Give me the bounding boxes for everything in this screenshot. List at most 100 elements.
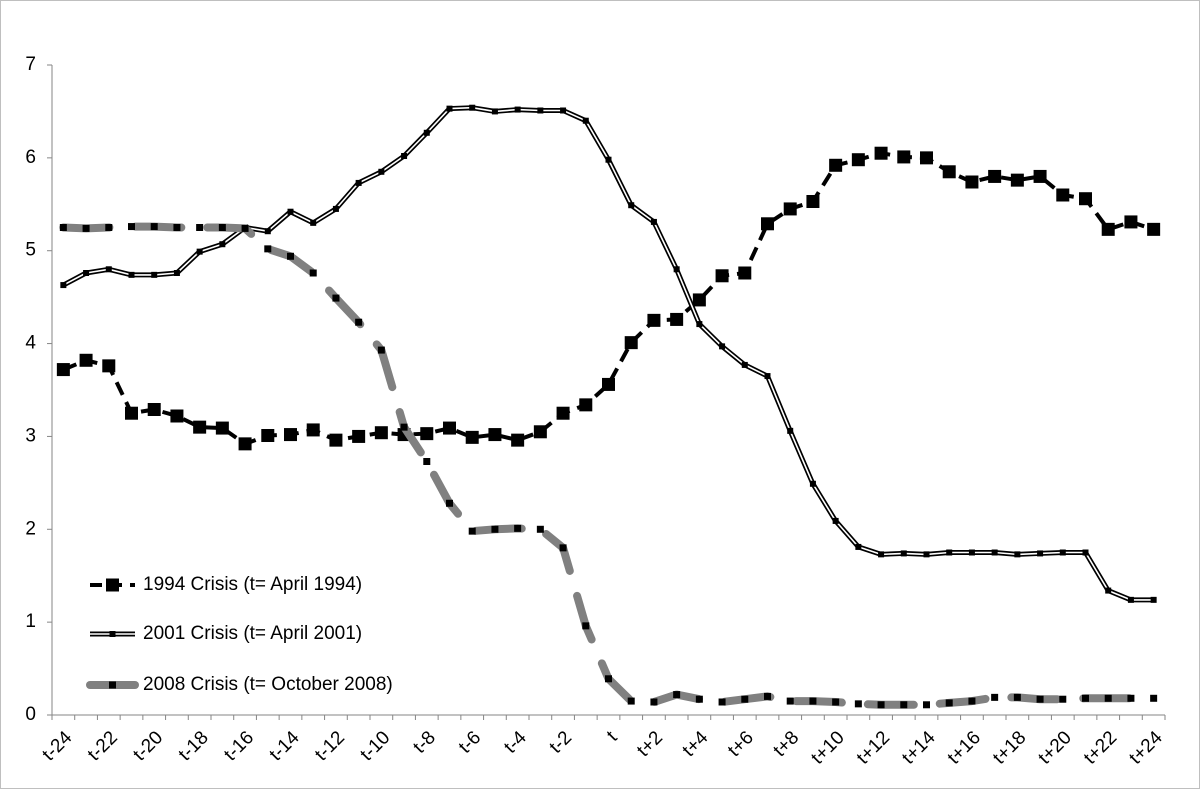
marker (764, 373, 771, 380)
marker (219, 241, 226, 248)
marker (514, 524, 522, 532)
marker (105, 224, 113, 231)
marker (446, 499, 453, 507)
y-tick-label: 5 (25, 240, 36, 261)
marker (832, 698, 840, 706)
marker (878, 551, 885, 558)
marker (719, 343, 726, 350)
marker (829, 158, 843, 172)
marker (877, 701, 885, 709)
marker (355, 318, 363, 326)
marker (1150, 596, 1157, 603)
marker (261, 429, 275, 442)
marker (627, 697, 635, 705)
marker (374, 426, 388, 440)
marker (605, 675, 612, 683)
marker (628, 202, 635, 209)
marker (310, 219, 317, 226)
marker (423, 458, 431, 465)
marker (511, 433, 525, 447)
marker (854, 700, 862, 708)
marker (897, 150, 911, 164)
marker (1150, 694, 1158, 702)
marker (1036, 695, 1044, 703)
marker (741, 361, 748, 368)
marker (946, 549, 953, 556)
marker (79, 353, 93, 367)
marker (1147, 222, 1161, 236)
y-tick-label: 1 (25, 611, 36, 632)
marker (741, 695, 749, 703)
marker (874, 146, 888, 160)
marker (284, 428, 297, 442)
marker (900, 701, 908, 709)
marker (193, 420, 207, 434)
marker (991, 693, 999, 701)
marker (579, 398, 593, 412)
marker (400, 423, 408, 431)
marker (306, 423, 320, 437)
marker (420, 427, 434, 441)
marker (352, 429, 366, 443)
marker (624, 336, 638, 350)
y-tick-label: 6 (25, 147, 36, 168)
marker (287, 252, 294, 260)
y-tick-label: 7 (25, 54, 36, 75)
marker (196, 248, 203, 255)
legend-label: 2008 Crisis (t= October 2008) (143, 674, 393, 695)
marker (673, 691, 681, 699)
marker (602, 377, 615, 391)
marker (968, 549, 975, 556)
marker (59, 224, 67, 231)
marker (923, 701, 930, 709)
marker (241, 224, 249, 232)
marker (920, 151, 933, 165)
marker (514, 106, 521, 113)
marker (582, 622, 590, 630)
marker (82, 224, 90, 232)
marker (329, 433, 343, 447)
marker (764, 692, 771, 700)
marker (125, 406, 138, 420)
marker (692, 293, 706, 307)
marker (102, 359, 116, 373)
marker (170, 409, 184, 423)
marker (560, 107, 567, 114)
marker (605, 156, 612, 163)
marker (783, 202, 797, 216)
marker (647, 313, 661, 327)
marker (56, 363, 70, 377)
marker (1037, 550, 1044, 557)
marker (923, 551, 930, 558)
marker (1013, 693, 1021, 701)
marker (1105, 587, 1112, 594)
marker (173, 224, 181, 231)
marker (83, 270, 90, 276)
marker (287, 208, 294, 215)
marker (491, 525, 499, 533)
marker (1033, 169, 1047, 183)
marker (218, 224, 226, 231)
marker (1127, 596, 1134, 603)
marker (468, 527, 476, 535)
marker (423, 129, 430, 136)
marker (533, 425, 547, 439)
marker (173, 270, 180, 276)
marker (718, 698, 726, 706)
marker (1059, 695, 1067, 703)
marker (673, 266, 680, 273)
marker (332, 205, 339, 212)
marker (536, 525, 544, 533)
marker (378, 168, 385, 175)
marker (1124, 215, 1138, 229)
marker (761, 217, 774, 231)
marker (900, 550, 907, 557)
marker (559, 544, 567, 552)
marker (1082, 549, 1089, 556)
marker (650, 698, 658, 706)
marker (128, 271, 135, 278)
marker (942, 165, 956, 179)
marker (469, 104, 476, 111)
legend-label: 2001 Crisis (t= April 2001) (143, 623, 362, 644)
marker (695, 695, 703, 703)
